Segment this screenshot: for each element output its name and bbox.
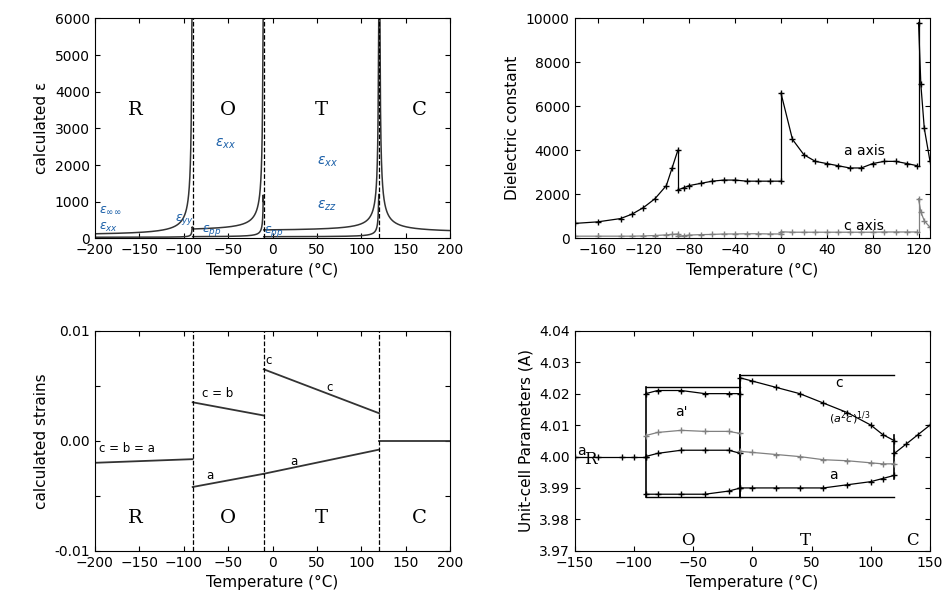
Text: $\varepsilon_{pp}$: $\varepsilon_{pp}$ [201, 223, 221, 237]
Text: c: c [326, 381, 332, 394]
Text: $\varepsilon_{zz}$: $\varepsilon_{zz}$ [317, 199, 337, 214]
X-axis label: Temperature (°C): Temperature (°C) [686, 263, 818, 278]
Y-axis label: Unit-cell Parameters (A): Unit-cell Parameters (A) [518, 349, 533, 532]
Text: O: O [220, 101, 236, 119]
Text: O: O [681, 531, 695, 548]
Text: $\varepsilon_{pp}$: $\varepsilon_{pp}$ [264, 223, 283, 239]
Text: a: a [206, 469, 214, 482]
X-axis label: Temperature (°C): Temperature (°C) [686, 575, 818, 590]
Text: $\varepsilon_{\infty\infty}$: $\varepsilon_{\infty\infty}$ [100, 203, 121, 216]
Text: $(a^2c)^{1/3}$: $(a^2c)^{1/3}$ [829, 409, 870, 427]
Text: c = b: c = b [201, 387, 233, 400]
X-axis label: Temperature (°C): Temperature (°C) [207, 575, 339, 590]
X-axis label: Temperature (°C): Temperature (°C) [207, 263, 339, 278]
Text: a: a [829, 468, 838, 482]
Text: R: R [127, 101, 142, 119]
Text: c: c [835, 376, 843, 390]
Text: C: C [412, 101, 427, 119]
Text: a': a' [676, 405, 688, 419]
Text: C: C [906, 531, 919, 548]
Y-axis label: calculated strains: calculated strains [34, 373, 48, 509]
Text: $\varepsilon_{xx}$: $\varepsilon_{xx}$ [100, 221, 119, 234]
Text: O: O [220, 509, 236, 527]
Text: $\varepsilon_{xx}$: $\varepsilon_{xx}$ [317, 155, 338, 170]
Text: c: c [266, 354, 271, 367]
Text: T: T [800, 531, 810, 548]
Text: $\varepsilon_{yy}$: $\varepsilon_{yy}$ [175, 212, 195, 227]
Text: C: C [412, 509, 427, 527]
Y-axis label: calculated ε: calculated ε [34, 82, 49, 174]
Text: c = b = a: c = b = a [100, 442, 156, 455]
Text: $\varepsilon_{xx}$: $\varepsilon_{xx}$ [214, 136, 236, 151]
Text: T: T [315, 509, 328, 527]
Y-axis label: Dielectric constant: Dielectric constant [506, 56, 520, 201]
Text: T: T [315, 101, 328, 119]
Text: a: a [577, 444, 586, 458]
Text: R: R [585, 452, 597, 468]
Text: a: a [290, 455, 298, 468]
Text: R: R [127, 509, 142, 527]
Text: c axis: c axis [844, 218, 884, 233]
Text: a axis: a axis [844, 144, 884, 158]
